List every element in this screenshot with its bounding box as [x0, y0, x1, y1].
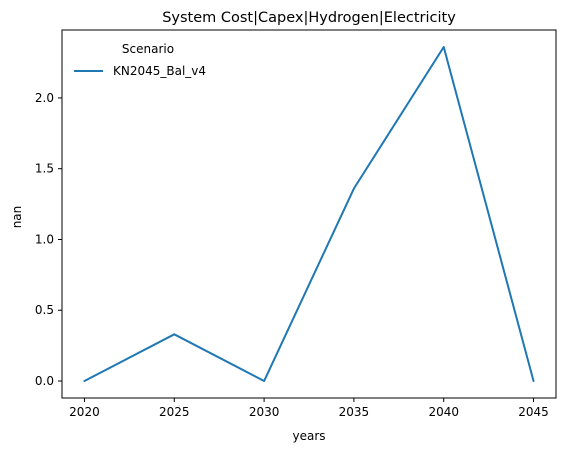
data-point — [263, 380, 266, 383]
y-tick-label: 1.0 — [35, 232, 54, 246]
data-point — [173, 333, 176, 336]
plot-area: 2020 2025 2030 2035 2040 2045 0.0 0.5 1.0 1.5 2.0 — [35, 29, 557, 419]
x-tick-label: 2025 — [159, 405, 190, 419]
legend-entry: KN2045_Bal_v4 — [113, 64, 206, 78]
series-line — [83, 45, 535, 383]
data-point — [352, 187, 355, 190]
x-tick-label: 2030 — [249, 405, 280, 419]
y-tick-label: 0.0 — [35, 374, 54, 388]
legend: Scenario KN2045_Bal_v4 — [74, 42, 206, 78]
x-axis-label: years — [292, 429, 325, 443]
x-tick-label: 2035 — [339, 405, 370, 419]
x-tick-label: 2040 — [428, 405, 459, 419]
y-tick-label: 2.0 — [35, 91, 54, 105]
x-tick-label: 2020 — [69, 405, 100, 419]
x-tick-label: 2045 — [518, 405, 549, 419]
data-point — [532, 380, 535, 383]
y-tick-label: 0.5 — [35, 303, 54, 317]
y-tick-label: 1.5 — [35, 162, 54, 176]
data-point — [442, 45, 445, 48]
y-axis-label: nan — [10, 206, 24, 229]
plot-frame — [61, 29, 557, 399]
chart-title: System Cost|Capex|Hydrogen|Electricity — [162, 10, 456, 26]
data-point — [83, 380, 86, 383]
legend-title: Scenario — [122, 42, 174, 56]
